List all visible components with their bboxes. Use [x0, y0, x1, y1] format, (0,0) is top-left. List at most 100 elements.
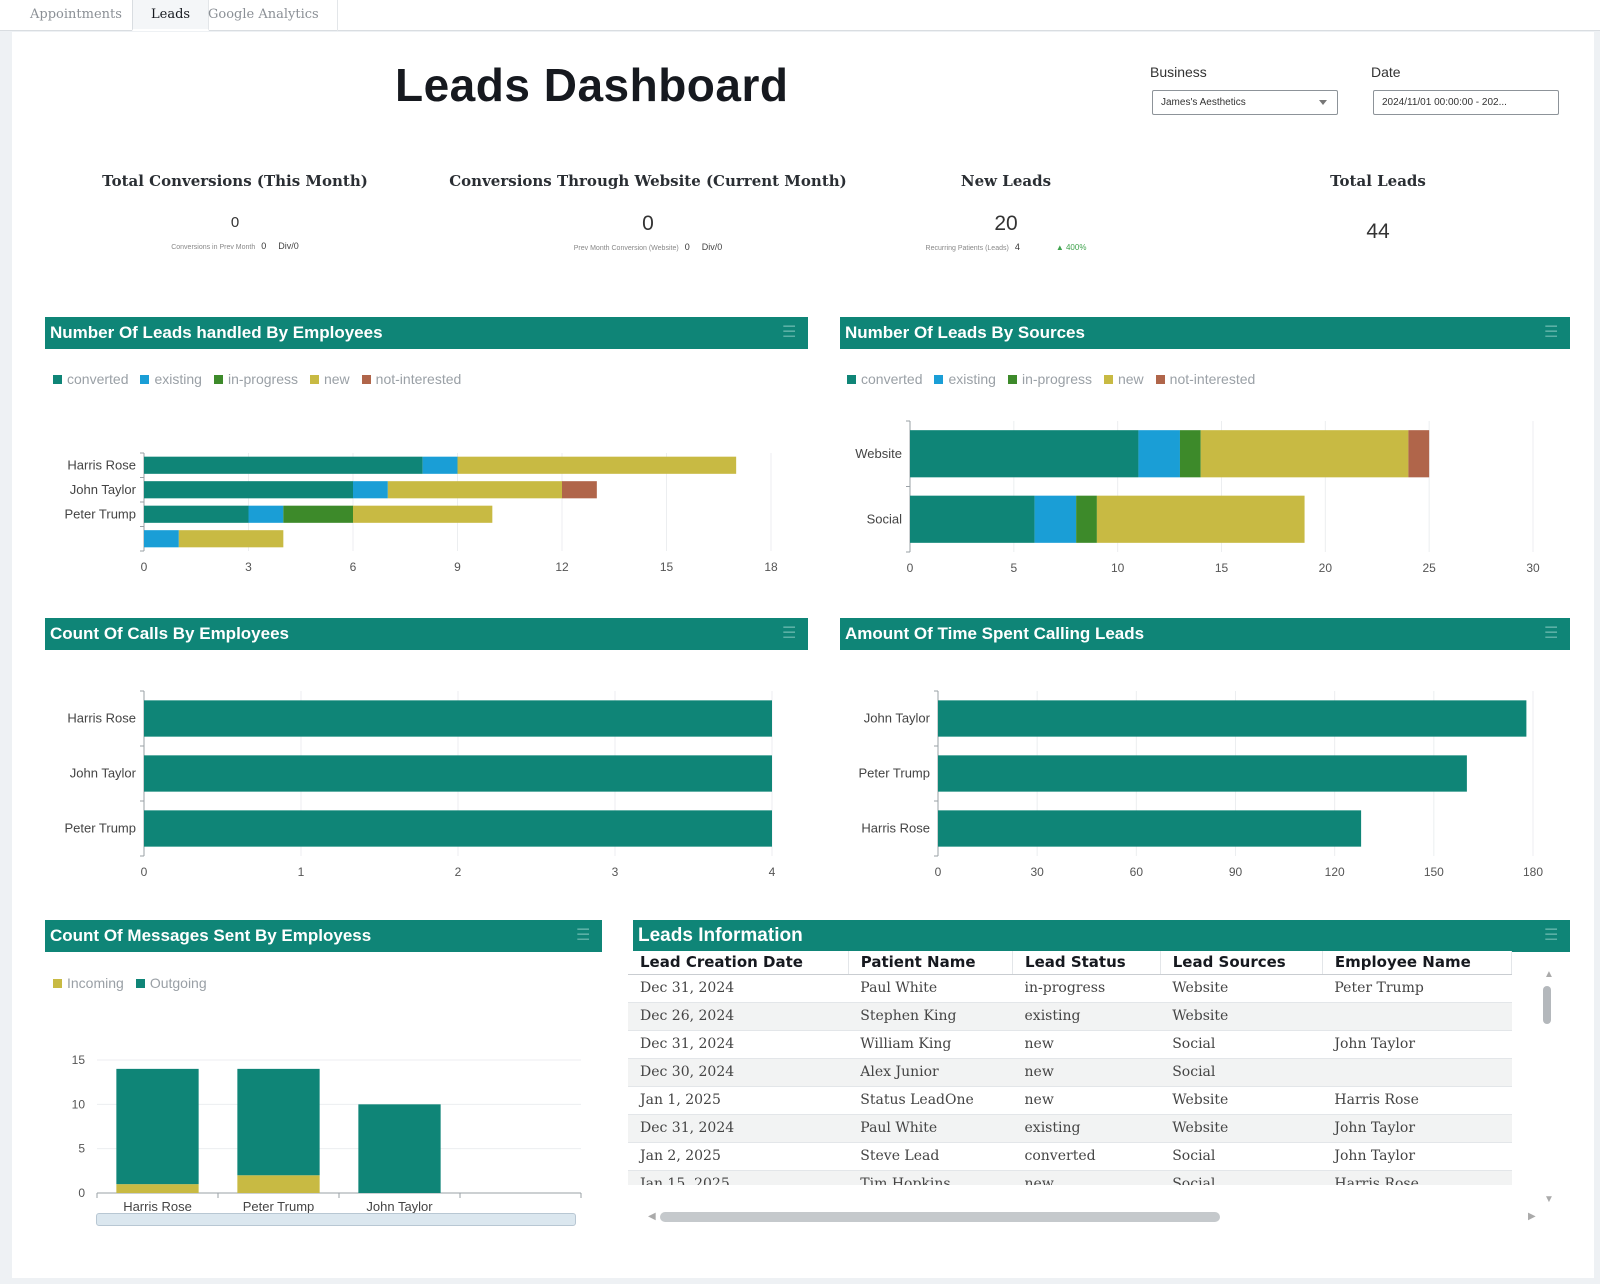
bar-segment-not-interested[interactable] — [562, 481, 597, 499]
column-header-lead-status[interactable]: Lead Status — [1012, 951, 1161, 975]
business-select[interactable]: James's Aesthetics — [1152, 90, 1338, 115]
bar-segment-new[interactable] — [1096, 495, 1305, 543]
bar-segment-outgoing[interactable] — [116, 1068, 199, 1185]
bar[interactable] — [144, 700, 772, 737]
table-row[interactable]: Dec 31, 2024 William King new Social John Ta… — [628, 1030, 1512, 1059]
panel-leads-info-header: Leads Information ☰ — [633, 920, 1570, 952]
category-label: Website — [855, 446, 902, 461]
legend-item-existing[interactable]: existing — [934, 371, 996, 387]
bar-segment-existing[interactable] — [1034, 495, 1077, 543]
table-cell-lead-creation-date: Dec 31, 2024 — [628, 1030, 849, 1059]
legend-item-converted[interactable]: converted — [53, 371, 128, 387]
menu-icon[interactable]: ☰ — [1544, 625, 1559, 642]
tab-google-analytics[interactable]: Google Analytics — [190, 0, 338, 31]
bar-segment-existing[interactable] — [1138, 430, 1180, 478]
kpi-sub-value: 0 — [684, 242, 690, 252]
column-header-patient-name[interactable]: Patient Name — [848, 951, 1014, 975]
column-header-lead-creation-date[interactable]: Lead Creation Date — [628, 951, 849, 975]
kpi-sub-label: Conversions in Prev Month — [171, 244, 256, 251]
legend-swatch — [1007, 375, 1017, 384]
tab-appointments[interactable]: Appointments — [12, 0, 141, 31]
legend-item-converted[interactable]: converted — [847, 371, 922, 387]
bar[interactable] — [144, 810, 772, 847]
bar-segment-converted[interactable] — [910, 430, 1139, 478]
bar-segment-existing[interactable] — [248, 505, 284, 523]
bar-segment-not-interested[interactable] — [1408, 430, 1430, 478]
table-cell-employee-name: Harris Rose — [1322, 1086, 1512, 1115]
table-cell-lead-status: existing — [1012, 1002, 1161, 1031]
bar[interactable] — [938, 700, 1527, 737]
table-row[interactable]: Jan 1, 2025 Status LeadOne new Website Harri… — [628, 1086, 1512, 1115]
bar-segment-new[interactable] — [1200, 430, 1409, 478]
table-cell-lead-sources: Website — [1160, 1086, 1323, 1115]
horizontal-scroll-thumb[interactable] — [660, 1212, 1220, 1222]
x-tick-label: 6 — [350, 560, 357, 574]
legend-item-in-progress[interactable]: in-progress — [213, 371, 298, 387]
category-label: John Taylor — [366, 1199, 433, 1214]
table-row[interactable]: Jan 15, 2025 Tim Hopkins new Social Harris R… — [628, 1170, 1512, 1185]
bar-segment-outgoing[interactable] — [237, 1068, 320, 1176]
chart-range-slider[interactable] — [96, 1213, 576, 1226]
bar-segment-existing[interactable] — [144, 530, 179, 548]
table-row[interactable]: Dec 30, 2024 Alex Junior new Social — [628, 1058, 1512, 1087]
x-tick-label: 0 — [907, 561, 914, 575]
table-row[interactable]: Dec 26, 2024 Stephen King existing Website — [628, 1002, 1512, 1031]
table-row[interactable]: Dec 31, 2024 Paul White existing Website Joh… — [628, 1114, 1512, 1143]
bar[interactable] — [144, 755, 772, 792]
bar[interactable] — [938, 755, 1467, 792]
table-row[interactable]: Jan 2, 2025 Steve Lead converted Social John… — [628, 1142, 1512, 1171]
legend-item-outgoing[interactable]: Outgoing — [135, 975, 207, 991]
kpi-total-conversions: Total Conversions (This Month) 0 Convers… — [55, 172, 415, 251]
vertical-scrollbar[interactable] — [1530, 970, 1551, 1190]
legend-item-not-interested[interactable]: not-interested — [1155, 371, 1255, 387]
bar-segment-converted[interactable] — [144, 456, 423, 474]
scroll-left-icon[interactable]: ◀ — [648, 1211, 656, 1222]
bar-segment-new[interactable] — [353, 505, 493, 523]
tab-leads[interactable]: Leads — [132, 0, 210, 31]
date-range-input[interactable]: 2024/11/01 00:00:00 - 202... — [1373, 90, 1559, 115]
bar-segment-new[interactable] — [457, 456, 737, 474]
column-header-lead-sources[interactable]: Lead Sources — [1160, 951, 1323, 975]
legend-item-new[interactable]: new — [1103, 371, 1144, 387]
bar-segment-outgoing[interactable] — [358, 1104, 441, 1193]
legend-item-new[interactable]: new — [309, 371, 350, 387]
menu-icon[interactable]: ☰ — [576, 927, 591, 944]
panel-title: Count Of Messages Sent By Employess — [50, 926, 372, 945]
table-cell-patient-name: William King — [848, 1030, 1013, 1059]
x-tick-label: 5 — [1010, 561, 1017, 575]
legend-item-existing[interactable]: existing — [140, 371, 202, 387]
bar-segment-converted[interactable] — [144, 505, 249, 523]
bar-segment-new[interactable] — [178, 530, 284, 548]
table-cell-lead-creation-date: Dec 26, 2024 — [628, 1002, 849, 1031]
legend-item-in-progress[interactable]: in-progress — [1007, 371, 1092, 387]
bar-segment-in-progress[interactable] — [1179, 430, 1201, 478]
bar-segment-converted[interactable] — [910, 495, 1035, 543]
bar-segment-in-progress[interactable] — [283, 505, 353, 523]
bar-segment-converted[interactable] — [144, 481, 353, 499]
panel-messages-header: Count Of Messages Sent By Employess ☰ — [45, 920, 602, 952]
scroll-right-icon[interactable]: ▶ — [1528, 1211, 1536, 1222]
table-cell-lead-status: existing — [1012, 1114, 1161, 1143]
legend-swatch — [140, 375, 150, 384]
menu-icon[interactable]: ☰ — [1544, 927, 1559, 944]
column-header-employee-name[interactable]: Employee Name — [1322, 951, 1513, 975]
vertical-scroll-thumb[interactable] — [1543, 986, 1551, 1024]
scroll-down-icon[interactable]: ▼ — [1544, 1194, 1554, 1205]
kpi-delta: ▲ 400% — [1055, 243, 1087, 252]
bar[interactable] — [938, 810, 1362, 847]
bar-segment-existing[interactable] — [353, 481, 388, 499]
scroll-up-icon[interactable]: ▲ — [1544, 969, 1554, 980]
y-tick-label: 5 — [78, 1142, 85, 1156]
menu-icon[interactable]: ☰ — [782, 324, 797, 341]
legend-item-incoming[interactable]: Incoming — [53, 975, 124, 991]
bar-segment-existing[interactable] — [422, 456, 458, 474]
bar-segment-in-progress[interactable] — [1076, 495, 1097, 543]
legend-item-not-interested[interactable]: not-interested — [361, 371, 461, 387]
menu-icon[interactable]: ☰ — [1544, 324, 1559, 341]
table-cell-lead-creation-date: Jan 15, 2025 — [628, 1170, 849, 1185]
bar-segment-incoming[interactable] — [116, 1184, 199, 1193]
table-row[interactable]: Dec 31, 2024 Paul White in-progress Website… — [628, 974, 1512, 1003]
bar-segment-incoming[interactable] — [237, 1175, 320, 1193]
menu-icon[interactable]: ☰ — [782, 625, 797, 642]
bar-segment-new[interactable] — [387, 481, 562, 499]
